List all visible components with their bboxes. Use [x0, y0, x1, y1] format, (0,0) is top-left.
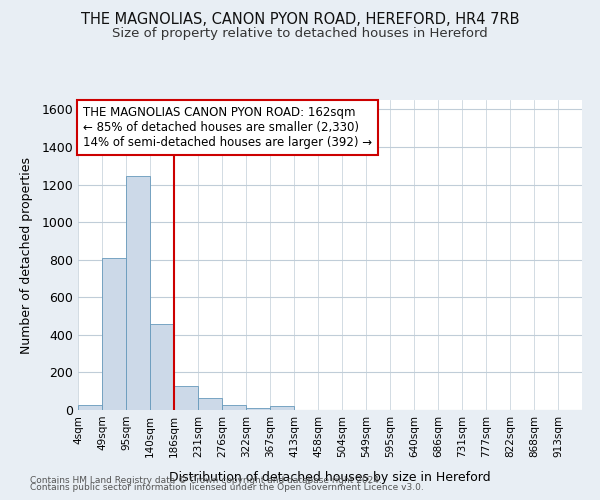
Bar — [126, 176, 150, 410]
Bar — [270, 406, 294, 410]
Text: THE MAGNOLIAS, CANON PYON ROAD, HEREFORD, HR4 7RB: THE MAGNOLIAS, CANON PYON ROAD, HEREFORD… — [81, 12, 519, 28]
Text: Size of property relative to detached houses in Hereford: Size of property relative to detached ho… — [112, 28, 488, 40]
Bar — [222, 406, 246, 410]
Bar — [150, 324, 174, 410]
Text: Contains HM Land Registry data © Crown copyright and database right 2024.: Contains HM Land Registry data © Crown c… — [30, 476, 382, 485]
Text: THE MAGNOLIAS CANON PYON ROAD: 162sqm
← 85% of detached houses are smaller (2,33: THE MAGNOLIAS CANON PYON ROAD: 162sqm ← … — [83, 106, 372, 149]
Text: Contains public sector information licensed under the Open Government Licence v3: Contains public sector information licen… — [30, 484, 424, 492]
Bar — [198, 398, 222, 410]
Bar — [102, 258, 126, 410]
Bar — [174, 386, 198, 410]
Bar — [246, 408, 270, 410]
X-axis label: Distribution of detached houses by size in Hereford: Distribution of detached houses by size … — [169, 471, 491, 484]
Bar — [78, 406, 102, 410]
Y-axis label: Number of detached properties: Number of detached properties — [20, 156, 33, 354]
